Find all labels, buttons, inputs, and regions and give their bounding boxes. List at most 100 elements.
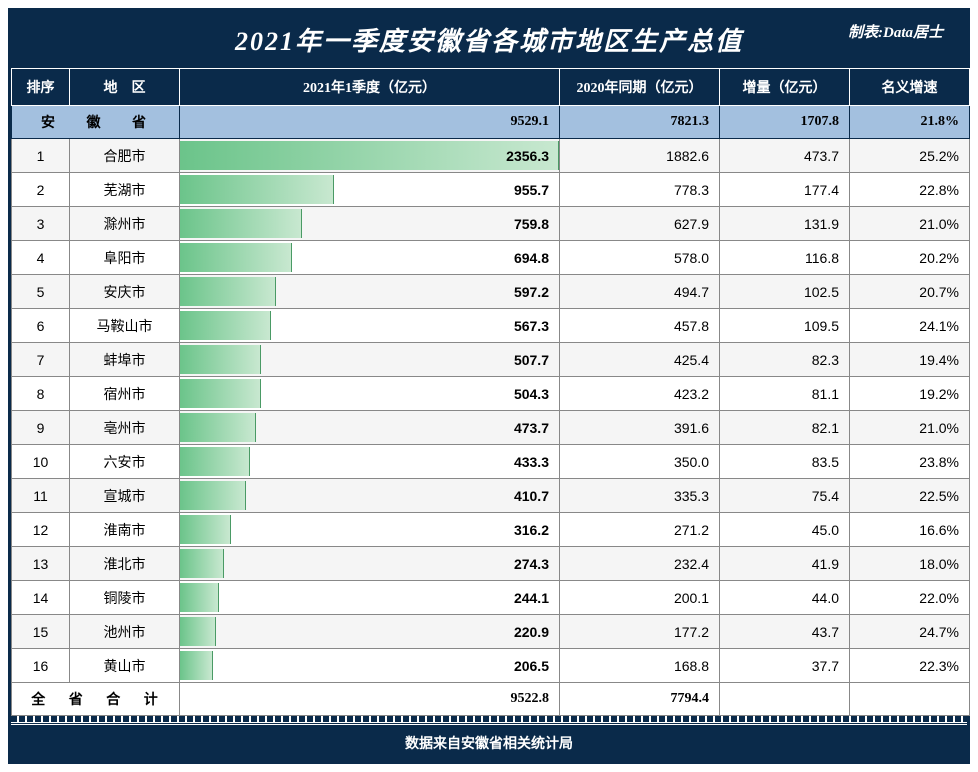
table-row: 5安庆市597.2494.7102.520.7% [12, 275, 970, 309]
cell-region: 淮南市 [70, 513, 180, 547]
gdp-bar [180, 481, 246, 510]
cell-q1-bar: 410.7 [180, 479, 560, 513]
cell-region: 淮北市 [70, 547, 180, 581]
table-row: 3滁州市759.8627.9131.921.0% [12, 207, 970, 241]
cell-region: 安庆市 [70, 275, 180, 309]
gdp-bar [180, 379, 261, 408]
cell-q1-bar: 504.3 [180, 377, 560, 411]
total-name: 全 省 合 计 [12, 683, 180, 716]
province-summary-row: 安 徽 省 9529.1 7821.3 1707.8 21.8% [12, 106, 970, 139]
cell-rate: 24.7% [850, 615, 970, 649]
table-row: 13淮北市274.3232.441.918.0% [12, 547, 970, 581]
cell-rank: 15 [12, 615, 70, 649]
gdp-bar [180, 651, 213, 680]
table-row: 9亳州市473.7391.682.121.0% [12, 411, 970, 445]
province-name: 安 徽 省 [12, 106, 180, 139]
cell-inc: 81.1 [720, 377, 850, 411]
cell-q1-bar: 316.2 [180, 513, 560, 547]
cell-prev: 177.2 [560, 615, 720, 649]
cell-inc: 116.8 [720, 241, 850, 275]
table-row: 2芜湖市955.7778.3177.422.8% [12, 173, 970, 207]
cell-rate: 25.2% [850, 139, 970, 173]
total-q1: 9522.8 [180, 683, 560, 716]
gdp-bar [180, 413, 256, 442]
table-row: 10六安市433.3350.083.523.8% [12, 445, 970, 479]
gdp-table-container: 2021年一季度安徽省各城市地区生产总值 制表:Data居士 排序 地 区 20… [8, 8, 970, 764]
cell-q1-bar: 597.2 [180, 275, 560, 309]
cell-region: 蚌埠市 [70, 343, 180, 377]
col-region-header: 地 区 [70, 69, 180, 106]
cell-rank: 10 [12, 445, 70, 479]
gdp-bar [180, 617, 216, 646]
cell-q1-bar: 220.9 [180, 615, 560, 649]
cell-inc: 44.0 [720, 581, 850, 615]
cell-prev: 778.3 [560, 173, 720, 207]
cell-q1-bar: 955.7 [180, 173, 560, 207]
gdp-bar-label: 316.2 [514, 522, 549, 538]
cell-inc: 82.3 [720, 343, 850, 377]
cell-region: 池州市 [70, 615, 180, 649]
gdp-bar-label: 473.7 [514, 420, 549, 436]
cell-rate: 23.8% [850, 445, 970, 479]
cell-prev: 271.2 [560, 513, 720, 547]
cell-rate: 24.1% [850, 309, 970, 343]
cell-inc: 37.7 [720, 649, 850, 683]
cell-inc: 473.7 [720, 139, 850, 173]
cell-rank: 14 [12, 581, 70, 615]
province-inc: 1707.8 [720, 106, 850, 139]
table-row: 4阜阳市694.8578.0116.820.2% [12, 241, 970, 275]
title-bar: 2021年一季度安徽省各城市地区生产总值 制表:Data居士 [11, 11, 967, 68]
gdp-bar-label: 567.3 [514, 318, 549, 334]
gdp-bar [180, 515, 231, 544]
cell-prev: 494.7 [560, 275, 720, 309]
cell-inc: 177.4 [720, 173, 850, 207]
cell-q1-bar: 759.8 [180, 207, 560, 241]
gdp-bar [180, 141, 559, 170]
cell-q1-bar: 507.7 [180, 343, 560, 377]
header-row: 排序 地 区 2021年1季度（亿元） 2020年同期（亿元） 增量（亿元） 名… [12, 69, 970, 106]
cell-rate: 22.8% [850, 173, 970, 207]
cell-q1-bar: 274.3 [180, 547, 560, 581]
gdp-bar [180, 175, 334, 204]
gdp-bar-label: 597.2 [514, 284, 549, 300]
cell-prev: 232.4 [560, 547, 720, 581]
gdp-bar-label: 244.1 [514, 590, 549, 606]
table-row: 11宣城市410.7335.375.422.5% [12, 479, 970, 513]
cell-rank: 2 [12, 173, 70, 207]
cell-rate: 20.2% [850, 241, 970, 275]
gdp-table: 排序 地 区 2021年1季度（亿元） 2020年同期（亿元） 增量（亿元） 名… [11, 68, 970, 716]
gdp-bar [180, 345, 261, 374]
cell-inc: 43.7 [720, 615, 850, 649]
total-row: 全 省 合 计9522.87794.4 [12, 683, 970, 716]
footer-source: 数据来自安徽省相关统计局 [11, 722, 967, 761]
cell-inc: 83.5 [720, 445, 850, 479]
total-rate [850, 683, 970, 716]
table-row: 15池州市220.9177.243.724.7% [12, 615, 970, 649]
cell-rate: 19.4% [850, 343, 970, 377]
cell-q1-bar: 567.3 [180, 309, 560, 343]
gdp-bar-label: 410.7 [514, 488, 549, 504]
cell-q1-bar: 2356.3 [180, 139, 560, 173]
cell-rank: 8 [12, 377, 70, 411]
cell-region: 亳州市 [70, 411, 180, 445]
cell-rate: 21.0% [850, 207, 970, 241]
cell-rate: 22.3% [850, 649, 970, 683]
table-row: 16黄山市206.5168.837.722.3% [12, 649, 970, 683]
gdp-bar-label: 206.5 [514, 658, 549, 674]
cell-rate: 22.0% [850, 581, 970, 615]
cell-rank: 5 [12, 275, 70, 309]
cell-rank: 7 [12, 343, 70, 377]
table-row: 6马鞍山市567.3457.8109.524.1% [12, 309, 970, 343]
col-rate-header: 名义增速 [850, 69, 970, 106]
cell-q1-bar: 206.5 [180, 649, 560, 683]
cell-prev: 200.1 [560, 581, 720, 615]
main-title: 2021年一季度安徽省各城市地区生产总值 [235, 21, 743, 58]
cell-rank: 13 [12, 547, 70, 581]
cell-rate: 18.0% [850, 547, 970, 581]
cell-inc: 131.9 [720, 207, 850, 241]
table-row: 1合肥市2356.31882.6473.725.2% [12, 139, 970, 173]
cell-prev: 335.3 [560, 479, 720, 513]
gdp-bar-label: 759.8 [514, 216, 549, 232]
cell-q1-bar: 473.7 [180, 411, 560, 445]
cell-rank: 11 [12, 479, 70, 513]
